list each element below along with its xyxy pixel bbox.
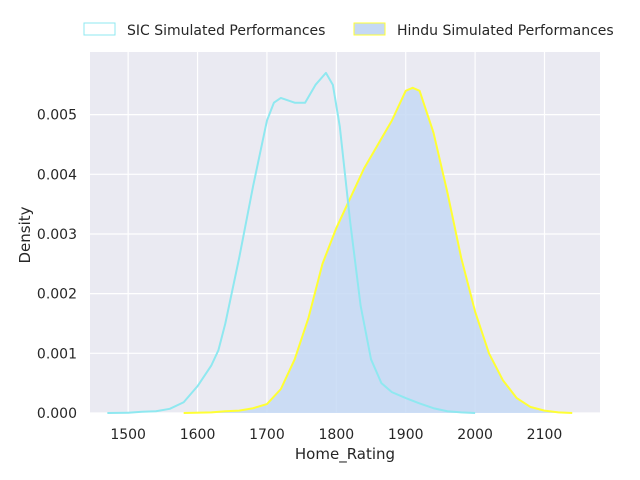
y-tick-label: 0.002: [37, 287, 77, 303]
legend-swatch-sic: [83, 22, 116, 36]
series-layer: [107, 71, 573, 414]
series-area-1: [183, 87, 573, 414]
y-axis-label: Density: [16, 206, 34, 263]
x-tick-label: 1600: [180, 427, 216, 443]
x-tick-label: 2100: [527, 427, 563, 443]
x-tick-label: 1800: [319, 427, 355, 443]
y-tick-label: 0.001: [37, 346, 77, 362]
x-axis-ticks: 1500 1600 1700 1800 1900 2000 2100: [110, 427, 562, 443]
x-tick-label: 2000: [457, 427, 493, 443]
series-line-0: [107, 71, 476, 414]
series-line-1: [183, 86, 573, 414]
y-tick-label: 0.004: [37, 167, 77, 183]
legend-label-sic: SIC Simulated Performances: [127, 23, 325, 39]
legend: SIC Simulated Performances Hindu Simulat…: [83, 22, 614, 39]
y-axis-ticks: 0.000 0.001 0.002 0.003 0.004 0.005: [37, 108, 77, 422]
legend-swatch-hindu: [353, 22, 386, 36]
y-tick-label: 0.000: [37, 406, 77, 422]
y-tick-label: 0.003: [37, 227, 77, 243]
legend-label-hindu: Hindu Simulated Performances: [397, 23, 614, 39]
x-tick-label: 1900: [388, 427, 424, 443]
x-axis-label: Home_Rating: [295, 445, 395, 464]
x-tick-label: 1700: [249, 427, 285, 443]
x-tick-label: 1500: [110, 427, 146, 443]
y-tick-label: 0.005: [37, 108, 77, 124]
